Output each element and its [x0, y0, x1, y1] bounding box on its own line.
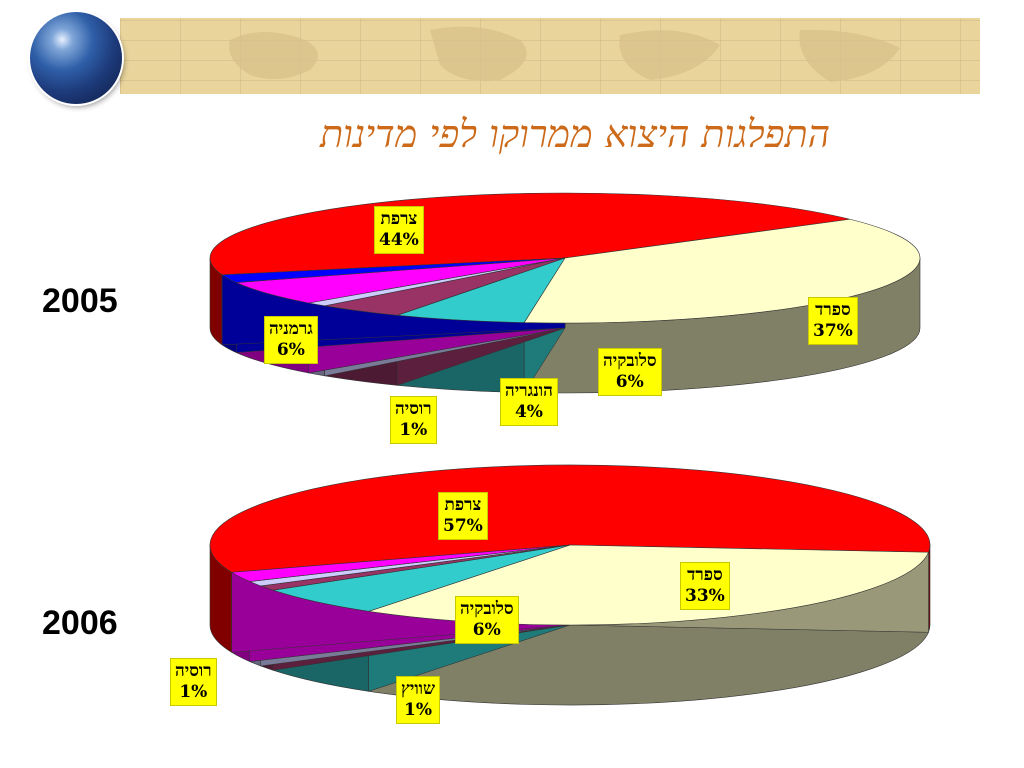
year-label-2005: 2005	[42, 282, 118, 320]
label-2005-russia: רוסיה 1%	[390, 396, 437, 444]
year-label-2006: 2006	[42, 604, 118, 642]
slice-2006-other-5	[230, 544, 571, 582]
slice-2005-סלובקיה	[397, 257, 566, 323]
label-2006-france: צרפת 57%	[438, 492, 488, 540]
slice-2005-גרמניה	[236, 257, 566, 304]
label-2005-spain: ספרד 37%	[808, 297, 858, 345]
label-2005-france: צרפת 44%	[374, 206, 424, 254]
label-2006-switzerland: שוויץ 1%	[396, 676, 441, 724]
label-2006-slovakia: סלובקיה 6%	[455, 596, 519, 644]
slice-2005-other-6	[221, 257, 566, 283]
pie-2006	[209, 464, 931, 706]
slice-2006-צרפת	[209, 464, 931, 573]
label-2005-slovakia: סלובקיה 6%	[598, 348, 662, 396]
globe-logo	[30, 12, 122, 104]
map-banner	[120, 18, 980, 94]
label-2006-spain: ספרד 33%	[680, 562, 730, 610]
slice-2005-צרפת	[209, 192, 851, 276]
label-2005-germany: גרמניה 6%	[264, 316, 318, 364]
label-2006-russia: רוסיה 1%	[170, 658, 217, 706]
page-title: התפלגות היצוא ממרוקו לפי מדינות	[319, 112, 830, 156]
label-2005-hungary: הונגריה 4%	[500, 378, 558, 426]
slice-2006-סלובקיה	[272, 544, 571, 612]
